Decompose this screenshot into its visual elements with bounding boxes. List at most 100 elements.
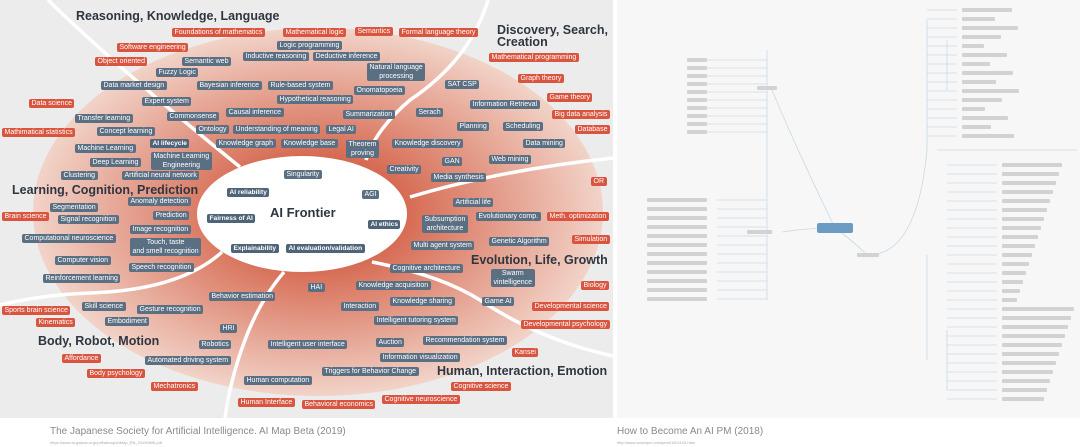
- topic-label: Understanding of meaning: [233, 125, 321, 134]
- topic-label: AI ethics: [368, 220, 401, 229]
- topic-label: Serach: [416, 108, 444, 117]
- topic-label: Robotics: [199, 340, 232, 349]
- topic-label: Clustering: [61, 171, 98, 180]
- mindmap-connector: [866, 20, 928, 256]
- topic-label: AI evaluation/validation: [286, 244, 365, 253]
- topic-label: Bayesian inference: [197, 81, 262, 90]
- mindmap-node: [962, 98, 1002, 102]
- topic-label: Multi agent system: [411, 241, 475, 250]
- mindmap-node: [687, 66, 707, 70]
- topic-label: Expert system: [142, 97, 192, 106]
- topic-label: Interaction: [341, 302, 379, 311]
- mindmap-node: [1002, 298, 1017, 302]
- mindmap-node: [687, 122, 707, 126]
- topic-label: Machine Learning: [75, 144, 136, 153]
- topic-label: Commonsense: [167, 112, 220, 121]
- field-label: Behavioral economics: [302, 400, 376, 409]
- topic-label: Touch, taste and smell recognition: [130, 238, 202, 256]
- topic-label: Information Retrieval: [470, 100, 540, 109]
- topic-label: GAN: [442, 157, 463, 166]
- mindmap-root: [817, 223, 853, 233]
- topic-label: Triggers for Behavior Change: [322, 367, 419, 376]
- mindmap-node: [1002, 388, 1047, 392]
- mindmap-node: [1002, 163, 1062, 167]
- mindmap-node: [857, 253, 879, 257]
- topic-label: Knowledge base: [281, 139, 338, 148]
- topic-label: Data market design: [101, 81, 167, 90]
- topic-label: AI reliability: [227, 188, 270, 197]
- topic-label: Causal inference: [226, 108, 284, 117]
- topic-label: Theorem proving: [346, 140, 380, 158]
- field-label: Semantics: [355, 27, 393, 36]
- mindmap-node: [1002, 361, 1056, 365]
- topic-label: Knowledge graph: [216, 139, 276, 148]
- topic-label: Genetic Algorithm: [489, 237, 550, 246]
- topic-label: Evolutionary comp.: [476, 212, 541, 221]
- field-label: Mathimatical statistics: [2, 128, 76, 137]
- field-label: Developmental psychology: [521, 320, 610, 329]
- topic-label: Creativity: [387, 165, 422, 174]
- topic-label: Singularity: [284, 170, 322, 179]
- mindmap-node: [687, 106, 707, 110]
- topic-label: Auction: [376, 338, 405, 347]
- topic-label: Artificial neural network: [122, 171, 200, 180]
- field-label: Cognitive neuroscience: [382, 395, 460, 404]
- topic-label: Speech recognition: [129, 263, 194, 272]
- topic-label: Knowledge sharing: [390, 297, 455, 306]
- right-caption-url[interactable]: http://www.woshipm.com/pmd/1501194.html: [617, 440, 695, 445]
- field-label: Game theory: [547, 93, 593, 102]
- field-label: Biology: [581, 281, 609, 290]
- mindmap-node: [647, 198, 707, 202]
- mindmap-node: [1002, 226, 1041, 230]
- mindmap-node: [1002, 379, 1050, 383]
- topic-label: Game AI: [482, 297, 515, 306]
- topic-label: Explainability: [231, 244, 279, 253]
- mindmap-node: [1002, 325, 1068, 329]
- field-label: Data science: [29, 99, 75, 108]
- topic-label: Cognitive architecture: [390, 264, 463, 273]
- topic-label: Natural language processing: [367, 63, 426, 81]
- mindmap-node: [687, 114, 707, 118]
- topic-label: Behavior estimation: [209, 292, 276, 301]
- mindmap-connector: [771, 89, 836, 229]
- mindmap-node: [647, 243, 707, 247]
- topic-label: Information visualization: [380, 353, 461, 362]
- field-label: Body psychology: [87, 369, 145, 378]
- center-title: AI Frontier: [270, 205, 336, 220]
- field-label: Affordance: [62, 354, 101, 363]
- topic-label: Anomaly detection: [128, 197, 191, 206]
- topic-label: Data mining: [523, 139, 566, 148]
- topic-label: Subsumption architecture: [422, 215, 468, 233]
- mindmap-node: [1002, 244, 1035, 248]
- topic-label: Artificial life: [453, 198, 494, 207]
- field-label: Object oriented: [95, 57, 148, 66]
- left-caption-url[interactable]: https://www.ai-gakkai.or.jp/pdf/aimap/AI…: [50, 440, 163, 445]
- topic-label: Fuzzy Logic: [156, 68, 199, 77]
- field-label: Brain science: [2, 212, 50, 221]
- mindmap-node: [757, 86, 777, 90]
- mindmap-node: [1002, 316, 1071, 320]
- mindmap-node: [687, 90, 707, 94]
- topic-label: Human computation: [244, 376, 312, 385]
- topic-label: Knowledge acquisition: [356, 281, 431, 290]
- topic-label: AGI: [362, 190, 380, 199]
- topic-label: Inductive reasoning: [243, 52, 309, 61]
- mindmap-node: [1002, 352, 1059, 356]
- mindmap-node: [962, 62, 990, 66]
- mindmap-node: [962, 134, 1014, 138]
- field-label: Human Interface: [238, 398, 295, 407]
- topic-label: Segmentation: [50, 203, 99, 212]
- topic-label: Onomatopoeia: [354, 86, 405, 95]
- field-label: Mathematical logic: [283, 28, 346, 37]
- topic-label: Intelligent user interface: [268, 340, 348, 349]
- left-caption: The Japanese Society for Artificial Inte…: [50, 426, 346, 437]
- topic-label: Computer vision: [55, 256, 111, 265]
- mindmap-node: [962, 107, 985, 111]
- mindmap-node: [1002, 289, 1020, 293]
- field-label: Simulation: [572, 235, 610, 244]
- field-label: Kinematics: [36, 318, 76, 327]
- mindmap-node: [962, 8, 1012, 12]
- topic-label: AI lifecycle: [150, 139, 190, 148]
- topic-label: Ontology: [196, 125, 230, 134]
- field-label: Meth. optimization: [547, 212, 609, 221]
